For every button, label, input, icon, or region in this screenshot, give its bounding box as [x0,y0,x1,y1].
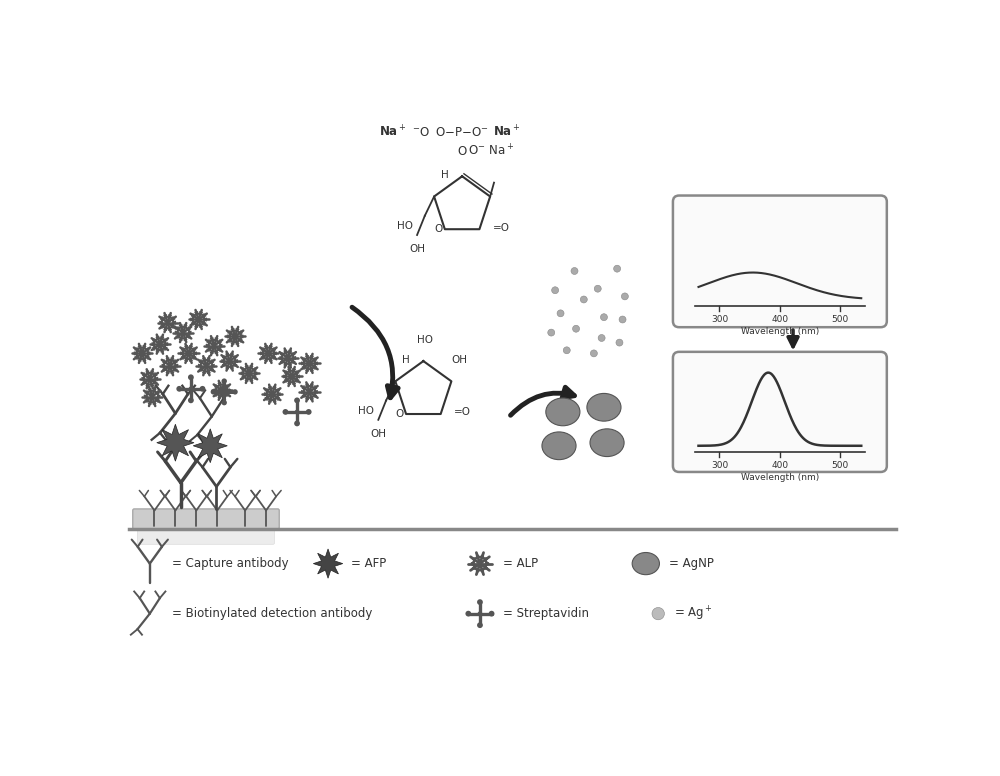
FancyBboxPatch shape [137,528,275,544]
Text: OH: OH [370,428,386,438]
Circle shape [590,350,597,357]
Text: 300: 300 [711,461,728,470]
Text: HO: HO [358,406,374,416]
Text: O: O [396,409,404,419]
Circle shape [548,329,555,336]
Circle shape [652,608,664,620]
FancyBboxPatch shape [133,509,279,529]
Polygon shape [157,424,194,461]
Ellipse shape [590,429,624,456]
Ellipse shape [587,393,621,421]
Circle shape [176,386,182,392]
Text: O: O [434,224,443,234]
Circle shape [614,265,621,272]
Circle shape [295,410,299,414]
Circle shape [221,379,227,384]
Circle shape [465,611,471,616]
Circle shape [478,611,482,616]
Text: O: O [458,145,467,158]
Circle shape [232,390,238,394]
Text: = ALP: = ALP [503,557,538,570]
Circle shape [294,397,300,404]
Circle shape [600,314,607,320]
Circle shape [306,409,312,415]
Text: = Ag$^+$: = Ag$^+$ [674,605,713,623]
Circle shape [222,390,226,394]
Ellipse shape [542,432,576,459]
Circle shape [294,421,300,426]
Text: OH: OH [409,244,425,254]
Circle shape [621,293,628,300]
Ellipse shape [632,553,659,575]
Text: H: H [441,170,449,180]
Text: = Biotinylated detection antibody: = Biotinylated detection antibody [172,607,372,620]
FancyBboxPatch shape [673,352,887,472]
Circle shape [221,400,227,405]
Text: = AFP: = AFP [351,557,387,570]
Text: 400: 400 [771,461,788,470]
Text: O$^{-}$ Na$^+$: O$^{-}$ Na$^+$ [468,144,514,158]
Circle shape [573,325,580,332]
Text: Wavelength (nm): Wavelength (nm) [741,473,819,483]
Circle shape [552,287,559,293]
Circle shape [563,347,570,354]
Circle shape [619,316,626,323]
Circle shape [580,296,587,303]
Text: = AgNP: = AgNP [669,557,714,570]
Text: = Streptavidin: = Streptavidin [503,607,589,620]
FancyBboxPatch shape [673,196,887,327]
Text: 500: 500 [832,315,849,324]
Circle shape [188,397,194,404]
Text: HO: HO [397,221,413,230]
Text: = Capture antibody: = Capture antibody [172,557,288,570]
Text: Wavelength (nm): Wavelength (nm) [741,327,819,336]
Text: =O: =O [493,223,510,233]
Circle shape [598,334,605,341]
Circle shape [594,286,601,293]
Text: OH: OH [451,355,467,365]
Circle shape [571,268,578,275]
Text: 400: 400 [771,315,788,324]
Text: Na$^+$: Na$^+$ [493,124,520,139]
Circle shape [200,386,205,392]
Text: HO: HO [417,334,433,345]
Text: Na$^+$: Na$^+$ [379,124,406,139]
Polygon shape [193,429,227,462]
Text: $^{-}$O: $^{-}$O [412,126,430,139]
Polygon shape [313,549,343,578]
Text: O$-$P$-$O$^{-}$: O$-$P$-$O$^{-}$ [435,126,489,139]
Circle shape [477,599,483,605]
Text: H: H [402,355,410,365]
Circle shape [557,310,564,317]
Circle shape [283,409,288,415]
Circle shape [189,386,193,391]
Circle shape [188,374,194,380]
Ellipse shape [546,398,580,426]
Text: =O: =O [454,407,471,417]
Circle shape [616,339,623,346]
Circle shape [489,611,494,616]
Circle shape [211,390,216,394]
Text: 300: 300 [711,315,728,324]
Circle shape [477,622,483,628]
Text: 500: 500 [832,461,849,470]
